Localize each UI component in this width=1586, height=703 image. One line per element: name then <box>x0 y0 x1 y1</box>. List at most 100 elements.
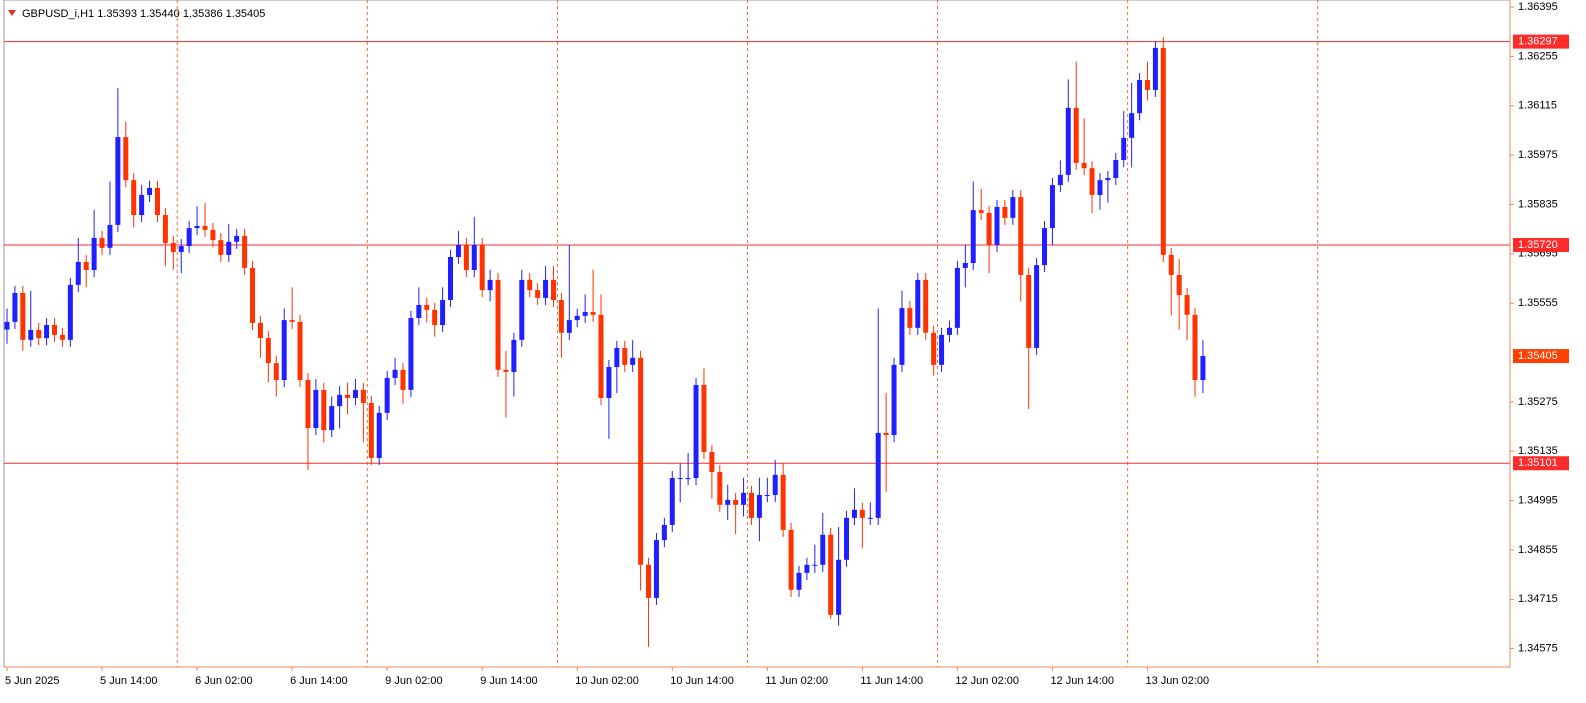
candle-body <box>883 432 889 436</box>
candle-body <box>1042 228 1048 266</box>
candle-body <box>582 311 588 316</box>
candle-body <box>756 494 762 518</box>
candle-body <box>400 369 406 390</box>
x-tick-label: 10 Jun 02:00 <box>575 675 639 687</box>
candle-body <box>487 279 493 291</box>
axes: 1.363951.362551.361151.359751.358351.356… <box>5 1 1569 687</box>
candle-body <box>154 187 160 216</box>
candle-body <box>1105 178 1111 181</box>
y-tick-label: 1.34715 <box>1518 593 1558 605</box>
candle-body <box>717 472 723 505</box>
candle-body <box>550 279 556 301</box>
candle-body <box>946 327 952 335</box>
candle-body <box>709 451 715 473</box>
candle-body <box>123 137 129 181</box>
candle-body <box>899 308 905 365</box>
x-tick-label: 9 Jun 02:00 <box>385 675 443 687</box>
candle-body <box>788 529 794 590</box>
candle-body <box>503 369 509 372</box>
candle-body <box>273 363 279 381</box>
candle-body <box>186 228 192 247</box>
candle-body <box>867 517 873 519</box>
candle-body <box>313 389 319 428</box>
candle-body <box>99 237 105 248</box>
candle-body <box>297 321 303 381</box>
candle-body <box>416 304 422 318</box>
candle-body <box>962 262 968 268</box>
candle-body <box>424 304 430 310</box>
candle-body <box>178 246 184 253</box>
x-tick-label: 12 Jun 02:00 <box>955 675 1019 687</box>
candle-body <box>527 279 533 291</box>
candle-body <box>574 315 580 321</box>
plot-area <box>3 0 1511 668</box>
title-icon <box>8 10 16 16</box>
candle-body <box>170 242 176 253</box>
candle-body <box>875 432 881 518</box>
candle-body <box>820 534 826 565</box>
candle-body <box>495 279 501 370</box>
candle-body <box>44 325 50 339</box>
candle-body <box>321 389 327 431</box>
candle-body <box>804 564 810 573</box>
candle-body <box>83 261 89 271</box>
candle-body <box>764 494 770 496</box>
candle-body <box>701 384 707 452</box>
candle-body <box>52 325 58 335</box>
x-tick-label: 6 Jun 02:00 <box>195 675 253 687</box>
candle-body <box>345 394 351 399</box>
candle-body <box>891 364 897 436</box>
x-tick-label: 13 Jun 02:00 <box>1145 675 1209 687</box>
candle-body <box>780 474 786 530</box>
candle-body <box>455 245 461 257</box>
candle-body <box>1026 274 1032 348</box>
candle-body <box>1073 107 1079 163</box>
candle-body <box>360 389 366 403</box>
candle-body <box>693 384 699 479</box>
candle-body <box>131 180 137 216</box>
candle-body <box>748 492 754 518</box>
y-tick-label: 1.34575 <box>1518 643 1558 655</box>
y-tick-label: 1.35555 <box>1518 297 1558 309</box>
price-label-bg <box>1513 456 1569 471</box>
candle-body <box>994 206 1000 246</box>
candle-body <box>812 564 818 566</box>
x-tick-label: 5 Jun 2025 <box>5 675 59 687</box>
x-tick-label: 11 Jun 14:00 <box>860 675 923 687</box>
candle-body <box>479 245 485 291</box>
candle-body <box>1034 265 1040 348</box>
y-tick-label: 1.35975 <box>1518 149 1558 161</box>
candle-body <box>661 524 667 541</box>
x-tick-label: 11 Jun 02:00 <box>765 675 828 687</box>
candle-body <box>202 225 208 230</box>
candle-body <box>543 279 549 298</box>
price-label: 1.36297 <box>1518 36 1558 48</box>
candle-body <box>859 509 865 518</box>
candle-body <box>669 478 675 525</box>
candle-body <box>1200 356 1206 381</box>
candle-body <box>67 284 73 340</box>
candle-body <box>836 559 842 615</box>
candle-body <box>281 320 287 381</box>
candle-body <box>463 245 469 271</box>
candle-body <box>1176 274 1182 296</box>
candle-body <box>558 300 564 333</box>
candle-body <box>408 317 414 390</box>
y-tick-label: 1.35835 <box>1518 198 1558 210</box>
price-label: 1.35101 <box>1518 457 1558 469</box>
candle-body <box>91 237 97 271</box>
candle-body <box>1010 197 1016 218</box>
candle-body <box>1018 197 1024 275</box>
y-tick-label: 1.36115 <box>1518 100 1557 112</box>
candle-body <box>1057 174 1063 186</box>
candle-body <box>1168 254 1174 275</box>
candle-body <box>440 300 446 326</box>
candle-body <box>337 394 343 407</box>
candle-body <box>653 540 659 598</box>
candle-body <box>20 292 26 340</box>
candle-body <box>1184 295 1190 315</box>
candle-body <box>471 245 477 271</box>
candle-body <box>242 235 248 268</box>
candle-body <box>12 292 18 322</box>
